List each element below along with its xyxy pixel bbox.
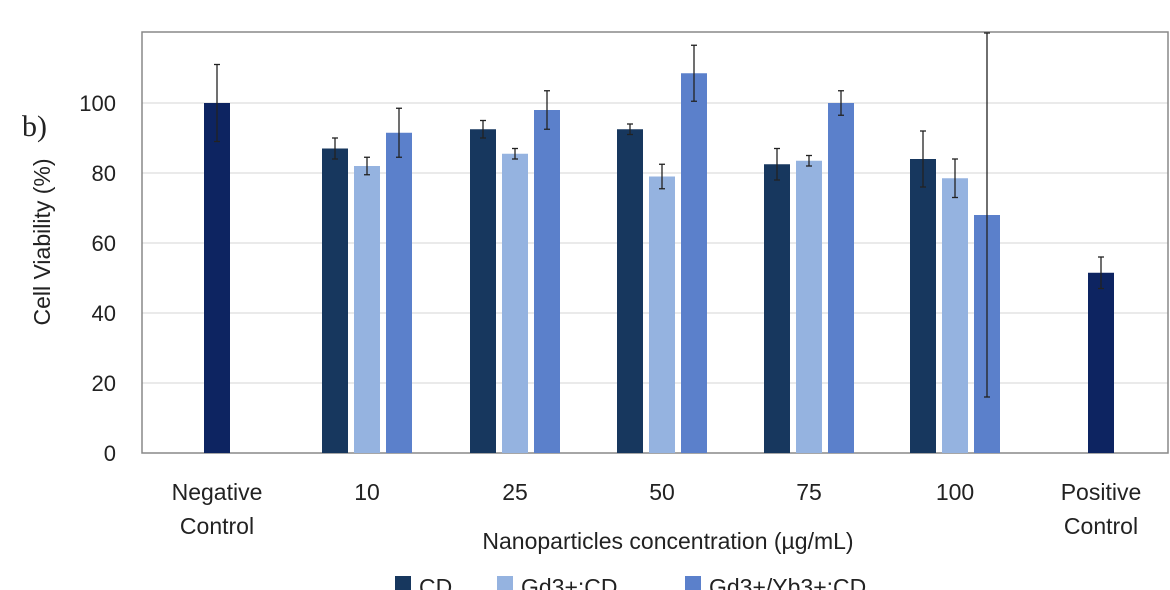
- x-tick-label: 25: [502, 479, 528, 505]
- x-tick-label: Positive: [1061, 479, 1142, 505]
- bar-cd: [617, 129, 643, 453]
- x-tick-label: Negative: [172, 479, 263, 505]
- legend-swatch: [497, 576, 513, 590]
- bar-cd: [322, 148, 348, 453]
- legend-swatch: [395, 576, 411, 590]
- y-tick-label: 20: [92, 371, 116, 396]
- bar-gd3-cd: [354, 166, 380, 453]
- legend-label: Gd3+/Yb3+:CD: [709, 574, 866, 590]
- y-tick-label: 100: [79, 91, 116, 116]
- legend: CD Gd3+:CD Gd3+/Yb3+:CD: [395, 574, 866, 590]
- bar-cd: [764, 164, 790, 453]
- bar-gd3-cd: [502, 153, 528, 453]
- legend-label: Gd3+:CD: [521, 574, 618, 590]
- y-tick-label: 0: [104, 441, 116, 466]
- legend-swatch: [685, 576, 701, 590]
- x-tick-label: 75: [796, 479, 822, 505]
- bars: [204, 73, 1114, 453]
- x-tick-label: Control: [180, 513, 254, 539]
- x-axis-tick-labels: Negative Control 10 25 50 75 100 Positive Contro…: [172, 479, 1142, 539]
- panel-label: b): [22, 110, 47, 143]
- y-tick-label: 60: [92, 231, 116, 256]
- y-tick-label: 80: [92, 161, 116, 186]
- x-axis-title: Nanoparticles concentration (µg/mL): [482, 528, 853, 554]
- x-tick-label: 10: [354, 479, 380, 505]
- bar-cd: [910, 159, 936, 453]
- bar-cd: [470, 129, 496, 453]
- bar-gd3-yb3-cd: [386, 132, 412, 453]
- x-tick-label: 100: [936, 479, 974, 505]
- bar-gd3-cd: [942, 178, 968, 453]
- y-axis-title: Cell Viability (%): [29, 158, 55, 325]
- bar-control: [1088, 272, 1114, 453]
- bar-gd3-yb3-cd: [534, 110, 560, 453]
- x-tick-label: Control: [1064, 513, 1138, 539]
- bar-gd3-cd: [796, 160, 822, 453]
- y-tick-label: 40: [92, 301, 116, 326]
- y-axis-ticks: 0 20 40 60 80 100: [79, 91, 116, 466]
- bar-control: [204, 103, 230, 453]
- bar-gd3-cd: [649, 176, 675, 453]
- bar-gd3-yb3-cd: [828, 103, 854, 453]
- x-tick-label: 50: [649, 479, 675, 505]
- legend-label: CD: [419, 574, 452, 590]
- error-bars: [214, 32, 1104, 398]
- bar-gd3-yb3-cd: [681, 73, 707, 453]
